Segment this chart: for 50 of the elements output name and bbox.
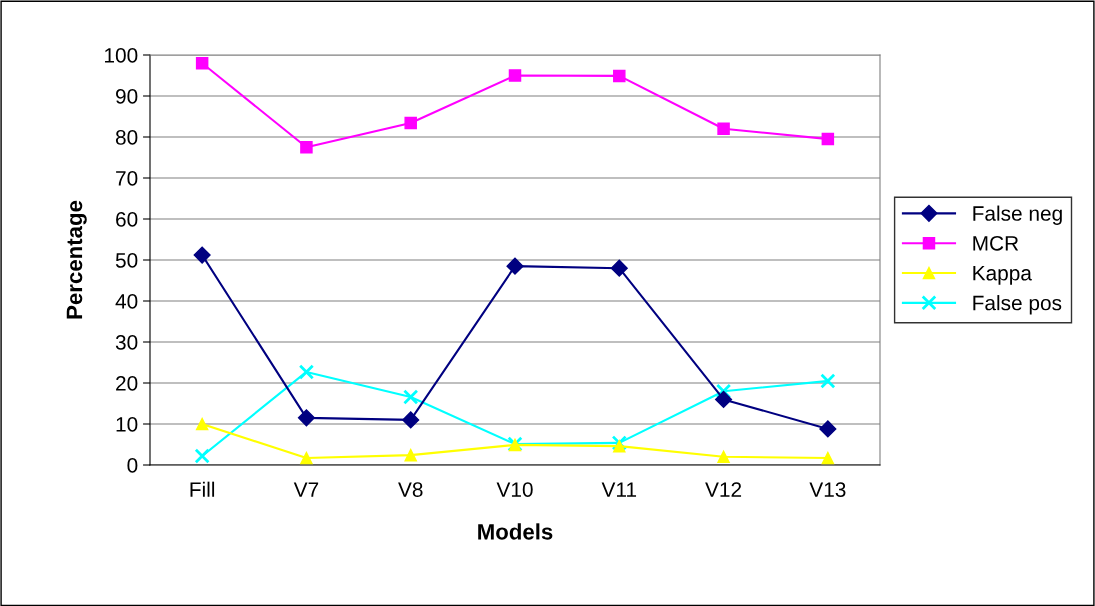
point (195, 417, 209, 431)
x-axis-title: Models (478, 523, 553, 540)
x-tick-label: V13 (809, 482, 846, 497)
y-tick-label: 100 (105, 48, 138, 63)
point (717, 122, 730, 136)
point (715, 390, 733, 408)
point (404, 116, 417, 130)
point (508, 69, 522, 82)
x-tick-label: V10 (496, 482, 533, 497)
x-tick-label: V7 (293, 482, 319, 497)
point (715, 383, 732, 399)
legend-label: False neg (973, 205, 1062, 225)
point (610, 259, 628, 277)
x-tick-label: Fill (190, 481, 215, 497)
x-tick-label: V11 (601, 482, 637, 497)
y-axis-title: Percentage (66, 200, 87, 319)
y-tick-label: 0 (127, 458, 138, 473)
y-tick-label: 40 (115, 294, 138, 309)
y-tick-label: 90 (116, 89, 138, 104)
point (300, 140, 313, 154)
point (195, 56, 209, 70)
y-tick-label: 10 (116, 417, 138, 432)
point (821, 451, 835, 465)
point (298, 364, 315, 380)
y-tick-label: 60 (116, 212, 138, 227)
point (297, 409, 315, 427)
point (194, 448, 210, 464)
legend-label: Kappa (973, 265, 1032, 285)
point (613, 439, 626, 453)
point (193, 246, 211, 264)
point (613, 69, 626, 83)
point (506, 257, 524, 275)
legend-label: MCR (973, 235, 1019, 251)
point (821, 132, 835, 146)
point (402, 411, 420, 429)
point (611, 435, 627, 451)
point (403, 389, 419, 405)
y-tick-label: 30 (115, 335, 138, 350)
point (404, 448, 417, 462)
point (300, 451, 313, 465)
y-tick-label: 50 (115, 253, 138, 268)
point (717, 450, 730, 464)
y-tick-label: 20 (116, 376, 138, 391)
y-tick-label: 70 (116, 171, 138, 186)
x-tick-label: V8 (398, 482, 423, 497)
legend-label: False pos (973, 295, 1062, 315)
y-tick-label: 80 (115, 130, 138, 145)
point (820, 373, 836, 389)
point (819, 420, 837, 438)
x-tick-label: V12 (705, 482, 742, 497)
